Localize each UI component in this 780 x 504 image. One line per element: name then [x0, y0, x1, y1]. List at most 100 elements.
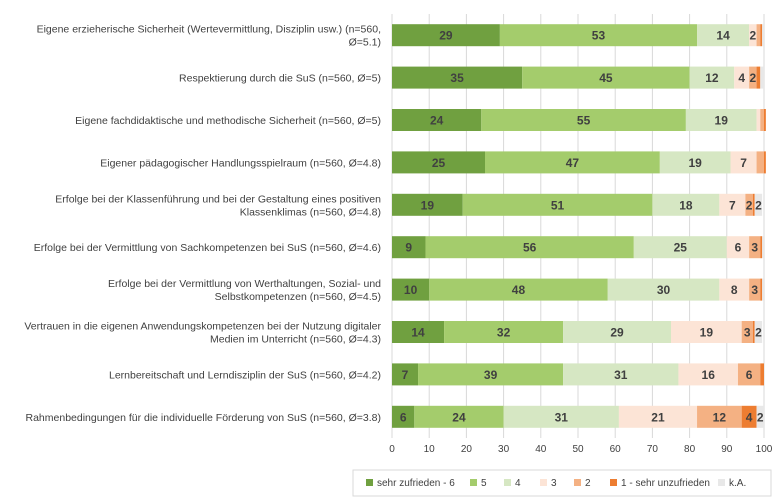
bar-segment	[764, 109, 766, 131]
bar-segment	[756, 405, 764, 428]
data-label: 30	[657, 283, 671, 297]
data-label: 24	[430, 114, 444, 128]
bar-segment	[671, 321, 742, 343]
category-label: Eigene fachdidaktische und methodische S…	[75, 115, 381, 127]
bar-segment	[719, 193, 746, 216]
bar-segment	[618, 405, 698, 428]
data-label: 32	[497, 326, 511, 340]
bar-segment	[756, 109, 761, 131]
legend-label: 3	[551, 478, 557, 489]
bar-segment	[425, 236, 634, 259]
legend-swatch	[366, 479, 373, 486]
bar-segment	[749, 66, 757, 89]
category-label: Lernbereitschaft und Lerndisziplin der S…	[109, 369, 381, 381]
bar-segment	[741, 321, 753, 343]
category-label: Erfolge bei der Klassenführung und bei d…	[55, 193, 381, 205]
x-tick-label: 70	[647, 444, 659, 455]
x-tick-label: 0	[389, 444, 395, 455]
legend-swatch	[574, 479, 581, 486]
data-label: 2	[755, 198, 762, 212]
bar-segment	[762, 278, 764, 301]
x-axis-ticks: 0 10 20 30 40 50 60 70 80 90 100	[389, 444, 773, 455]
data-label: 19	[700, 326, 714, 340]
bar-segment	[481, 109, 686, 131]
legend-swatch	[610, 479, 617, 486]
bar-segment	[754, 193, 763, 216]
data-label: 12	[713, 410, 727, 424]
legend-label: sehr zufrieden - 6	[377, 478, 455, 489]
bar-segment	[607, 278, 720, 301]
category-labels: Eigene erzieherische Sicherheit (Werteve…	[24, 24, 381, 424]
bar-segment	[685, 109, 757, 131]
data-label: 25	[432, 156, 446, 170]
bar-segment	[756, 24, 761, 47]
x-tick-label: 40	[535, 444, 547, 455]
category-label: Respektierung durch die SuS (n=560, Ø=5)	[179, 73, 381, 85]
bar-segment	[737, 363, 761, 386]
data-label: 2	[749, 29, 756, 43]
bar-segment	[392, 109, 482, 131]
category-label: Selbstkompetenzen (n=560, Ø=4.5)	[215, 291, 381, 303]
bar-segment	[678, 363, 738, 386]
data-label: 18	[679, 198, 693, 212]
data-label: 2	[746, 198, 753, 212]
legend: sehr zufrieden - 6 5 4 3 2 1 - sehr unzufried…	[352, 469, 772, 497]
bar-segment	[392, 193, 463, 216]
bar-segment	[697, 405, 742, 428]
bar-segment	[522, 66, 690, 89]
data-label: 9	[405, 241, 412, 255]
bar-segment	[730, 151, 757, 174]
category-label: Eigener pädagogischer Handlungsspielraum…	[100, 157, 381, 169]
data-label: 29	[610, 326, 624, 340]
data-label: 12	[705, 71, 719, 85]
data-label: 48	[512, 283, 526, 297]
bar-segment	[414, 405, 504, 428]
bar-segment	[760, 24, 763, 47]
bar-segment	[749, 24, 757, 47]
data-label: 47	[566, 156, 580, 170]
legend-frame	[352, 469, 772, 497]
data-label: 7	[402, 368, 409, 382]
bar-segment	[756, 66, 761, 89]
bar-segment	[756, 151, 764, 174]
data-label: 14	[411, 326, 425, 340]
data-label: 39	[484, 368, 498, 382]
legend-label: k.A.	[729, 478, 746, 489]
bar-segment	[392, 405, 415, 428]
data-label: 25	[674, 241, 688, 255]
x-tick-label: 30	[498, 444, 510, 455]
data-label: 56	[523, 241, 537, 255]
legend-swatch	[718, 479, 725, 486]
bar-segment	[752, 321, 755, 343]
x-tick-label: 10	[424, 444, 436, 455]
bar-segment	[392, 363, 419, 386]
bar-segment	[762, 24, 764, 47]
data-label: 8	[731, 283, 738, 297]
legend-swatch	[470, 479, 477, 486]
category-label: Vertrauen in die eigenen Anwendungskompe…	[24, 321, 381, 333]
bar-segment	[689, 66, 735, 89]
data-label: 10	[404, 283, 418, 297]
data-label: 2	[749, 71, 756, 85]
legend-swatch	[540, 479, 547, 486]
bar-segment	[760, 363, 764, 386]
category-label: Klassenklimas (n=560, Ø=4.8)	[240, 206, 381, 218]
bar-segment	[563, 363, 679, 386]
bar-segment	[563, 321, 671, 343]
bar-segment	[485, 151, 660, 174]
x-tick-label: 50	[572, 444, 584, 455]
x-tick-label: 20	[461, 444, 473, 455]
category-label: Ø=5.1)	[349, 37, 381, 49]
bar-segment	[745, 193, 753, 216]
bar-segment	[754, 321, 763, 343]
bar-segment	[392, 236, 426, 259]
bar-segment	[659, 151, 731, 174]
data-label: 4	[746, 410, 753, 424]
data-label: 29	[439, 29, 453, 43]
legend-swatch	[504, 479, 511, 486]
bar-segment	[726, 236, 750, 259]
data-label: 2	[755, 326, 762, 340]
bar-segment	[760, 236, 763, 259]
